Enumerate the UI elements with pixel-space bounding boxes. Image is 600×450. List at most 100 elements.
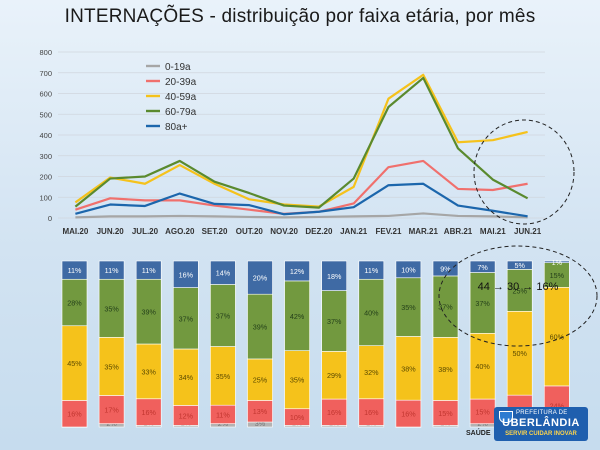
bar-segment	[247, 421, 273, 428]
y-tick-label: 700	[39, 69, 52, 78]
city-logo: PREFEITURA DE UBERLÂNDIA SERVIR CUIDAR I…	[494, 407, 588, 441]
bar-segment	[173, 287, 199, 350]
bar-segment	[210, 260, 236, 285]
bar-segment	[210, 346, 236, 406]
bar-data-label: 14%	[216, 269, 231, 278]
bar-data-label: 35%	[216, 372, 231, 381]
y-tick-label: 300	[39, 152, 52, 161]
bar-segment	[284, 280, 310, 351]
bar-segment	[358, 345, 385, 400]
bar-data-label: 16%	[327, 408, 342, 417]
bar-data-label: 12%	[290, 267, 305, 276]
bar-segment	[321, 351, 348, 400]
series-line	[74, 76, 529, 209]
bar-segment	[321, 290, 348, 352]
bar-data-label: 37%	[216, 311, 231, 320]
bar-segment	[432, 260, 459, 277]
bar-data-label: 16%	[401, 410, 416, 419]
bar-segment	[210, 284, 236, 347]
y-tick-label: 100	[39, 193, 52, 202]
saude-label: SAÚDE	[466, 430, 491, 437]
bar-segment	[135, 398, 162, 426]
x-tick-label: JUL.20	[132, 227, 159, 236]
annotation-text: 44 → 30 → 16%	[478, 281, 559, 293]
bar-segment	[247, 400, 273, 423]
bar-segment	[543, 286, 570, 387]
bar-data-label: 15%	[475, 407, 490, 416]
bar-data-label: 10%	[401, 265, 416, 274]
bar-data-label: 1%	[366, 419, 377, 428]
bar-data-label: 11%	[142, 266, 156, 275]
bar-data-label: 1%	[144, 419, 155, 428]
bar-data-label: 34%	[179, 373, 194, 382]
bar-data-label: 10%	[290, 413, 305, 422]
y-tick-label: 800	[39, 48, 52, 57]
bar-segment	[469, 260, 496, 273]
x-tick-label: AGO.20	[165, 227, 195, 236]
bar-data-label: 40%	[364, 308, 379, 317]
bar-segment	[173, 425, 199, 428]
bar-segment	[469, 333, 496, 400]
y-tick-label: 500	[39, 110, 52, 119]
highlight-circle	[438, 245, 598, 347]
series-line	[74, 73, 528, 208]
bar-segment	[432, 425, 459, 428]
bar-segment	[284, 260, 310, 282]
bar-segment	[210, 423, 236, 428]
slide-title: INTERNAÇÕES - distribuição por faixa etá…	[64, 6, 536, 27]
series-line	[75, 212, 528, 219]
x-tick-label: JAN.21	[340, 227, 368, 236]
bar-data-label: 42%	[290, 312, 305, 321]
bar-segment	[135, 260, 162, 280]
bar-data-label: 11%	[364, 266, 378, 275]
bar-segment	[135, 343, 162, 400]
bar-segment	[61, 260, 88, 280]
logo-small-text: PREFEITURA DE	[516, 410, 568, 416]
x-tick-label: ABR.21	[444, 227, 473, 236]
bar-data-label: 12%	[179, 411, 194, 420]
bar-segment	[321, 260, 348, 291]
bar-segment	[98, 278, 125, 338]
x-tick-label: OUT.20	[236, 227, 264, 236]
bar-data-label: 28%	[67, 299, 82, 308]
bar-data-label: 38%	[401, 364, 416, 373]
bar-data-label: 33%	[142, 367, 157, 376]
bar-segment	[358, 260, 385, 280]
x-tick-label: DEZ.20	[305, 227, 333, 236]
bar-data-label: 37%	[179, 314, 194, 323]
bar-segment	[247, 260, 273, 295]
bar-data-label: 2%	[106, 419, 117, 428]
bar-data-label: 13%	[253, 407, 268, 416]
bar-data-label: 15%	[550, 271, 565, 280]
x-tick-label: NOV.20	[270, 227, 298, 236]
bar-segment	[395, 260, 422, 279]
legend-label: 60-79a	[165, 107, 197, 118]
bar-segment	[135, 278, 162, 345]
bar-segment	[98, 337, 125, 396]
legend-label: 80a+	[165, 122, 188, 133]
bar-segment	[358, 278, 385, 346]
bar-data-label: 11%	[105, 266, 119, 275]
bar-segment	[173, 260, 199, 288]
bar-segment	[358, 425, 385, 428]
logo-main-text: UBERLÂNDIA	[502, 417, 580, 429]
legend-label: 40-59a	[165, 92, 197, 103]
bar-segment	[321, 398, 348, 426]
bar-segment	[247, 358, 273, 401]
bar-data-label: 45%	[67, 359, 82, 368]
bar-data-label: 16%	[142, 408, 157, 417]
bar-segment	[98, 260, 125, 280]
logo-sub-text: SERVIR CUIDAR INOVAR	[505, 431, 577, 437]
y-tick-label: 400	[39, 131, 52, 140]
bar-segment	[543, 260, 570, 263]
bar-data-label: 20%	[253, 274, 268, 283]
bar-segment	[506, 260, 533, 270]
bar-data-label: 25%	[513, 286, 528, 295]
bar-segment	[469, 398, 496, 425]
bar-segment	[432, 400, 459, 426]
bar-data-label: 0%	[403, 419, 414, 428]
bar-segment	[321, 425, 348, 428]
y-tick-label: 600	[39, 90, 52, 99]
line-chart: 0 100 200 300 400 500 600 700 800 MAI.20 JUN.20 JUL…	[39, 48, 575, 236]
bar-segment	[432, 337, 459, 401]
